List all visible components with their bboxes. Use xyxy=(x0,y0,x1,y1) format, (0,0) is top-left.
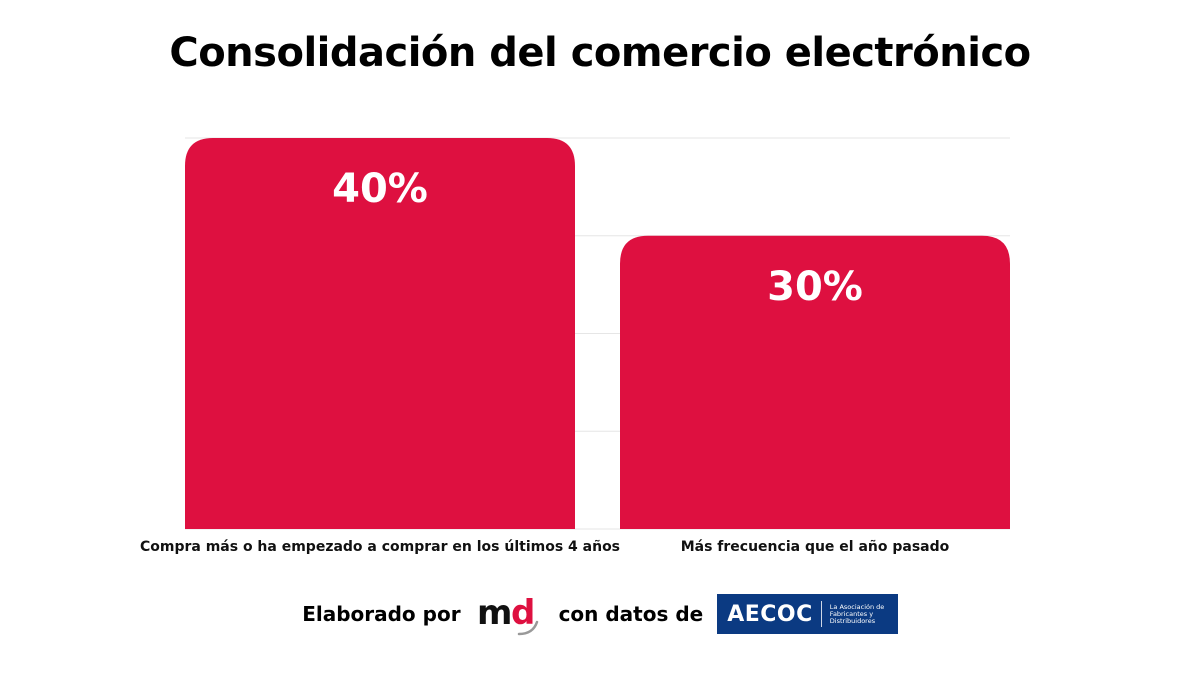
bar xyxy=(185,138,575,529)
bar-value-label: 30% xyxy=(767,264,863,310)
aecoc-logo-divider xyxy=(820,601,822,627)
bar-value-label: 40% xyxy=(332,166,428,212)
md-logo-graphic: m d xyxy=(477,593,538,636)
category-label: Más frecuencia que el año pasado xyxy=(681,539,950,555)
bar-chart: 40% Compra más o ha empezado a comprar en… xyxy=(140,137,1010,555)
md-logo: m d xyxy=(475,592,545,636)
chart-title: Consolidación del comercio electrónico xyxy=(169,30,1031,76)
footer-credits: Elaborado por m d con datos de AECOC La … xyxy=(0,592,1200,636)
footer-prefix: Elaborado por xyxy=(302,602,461,626)
category-label: Compra más o ha empezado a comprar en lo… xyxy=(140,539,620,555)
aecoc-logo: AECOC La Asociación de Fabricantes y Dis… xyxy=(717,594,898,634)
bar xyxy=(620,235,1010,529)
md-logo-d: d xyxy=(511,593,535,633)
footer-middle: con datos de xyxy=(558,602,704,626)
md-logo-m: m xyxy=(477,593,512,633)
aecoc-logo-name: AECOC xyxy=(727,601,813,627)
aecoc-logo-tagline: La Asociación de Fabricantes y Distribui… xyxy=(829,602,885,625)
